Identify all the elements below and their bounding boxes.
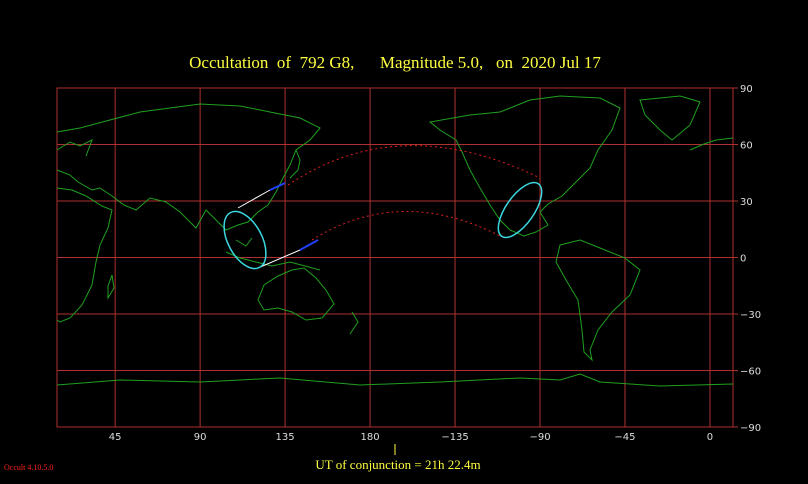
- coast-south-america: [555, 239, 641, 362]
- conjunction-label: UT of conjunction = 21h 22.4m: [315, 457, 480, 472]
- coast-eurasia: [56, 103, 321, 231]
- coast-madagascar: [107, 274, 115, 300]
- y-tick-label: 0: [740, 254, 746, 265]
- path-segment: [237, 189, 271, 209]
- version-label: Occult 4.10.5.0: [4, 463, 53, 472]
- y-tick-label: −30: [740, 310, 761, 321]
- x-tick-label: 0: [707, 432, 713, 443]
- y-tick-label: 90: [740, 84, 753, 95]
- title: Occultation of 792 G8, Magnitude 5.0, on…: [189, 53, 601, 72]
- coast-australia: [257, 267, 335, 321]
- coast-north-america: [428, 95, 621, 237]
- x-tick-label: 135: [276, 432, 295, 443]
- south-limit: [311, 210, 501, 241]
- visibility-ellipse: [497, 181, 543, 239]
- x-tick-label: −135: [441, 432, 468, 443]
- grid: [57, 87, 733, 428]
- coast-greenland: [639, 95, 701, 141]
- north-limit: [287, 145, 541, 186]
- y-tick-label: 30: [740, 197, 753, 208]
- coast-japan: [289, 149, 301, 179]
- coast-indonesia: [225, 237, 321, 271]
- path-segment: [269, 182, 286, 191]
- coast-antarctica: [56, 373, 734, 387]
- coast-africa: [56, 187, 113, 323]
- occultation-path: [223, 145, 543, 270]
- coast-new-zealand: [349, 311, 359, 335]
- coast-europe: [56, 137, 734, 157]
- x-tick-label: −90: [529, 432, 550, 443]
- x-tick-label: 90: [194, 432, 207, 443]
- y-tick-label: 60: [740, 141, 753, 152]
- x-tick-label: −45: [614, 432, 635, 443]
- x-tick-label: 180: [361, 432, 380, 443]
- y-tick-label: −60: [740, 367, 761, 378]
- path-segment: [257, 249, 301, 269]
- y-tick-label: −90: [740, 423, 761, 434]
- x-tick-label: 45: [109, 432, 122, 443]
- coastlines: [56, 95, 734, 387]
- path-segment: [299, 239, 319, 251]
- visibility-ellipse: [223, 210, 267, 270]
